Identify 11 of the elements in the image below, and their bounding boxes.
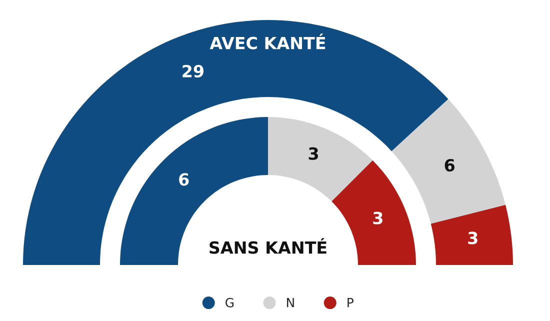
data-label: 6 <box>179 173 189 186</box>
legend-label: P <box>348 298 354 308</box>
slice-label: SANS KANTÉ <box>210 238 326 254</box>
data-label: 6 <box>444 158 455 172</box>
slice-label: AVEC KANTÉ <box>210 34 326 50</box>
legend-label: G <box>226 298 234 308</box>
legend-label: N <box>287 298 294 308</box>
data-label: 3 <box>468 232 478 244</box>
data-label: 3 <box>308 147 318 160</box>
data-label: 29 <box>182 64 204 78</box>
data-label: 3 <box>373 212 382 224</box>
